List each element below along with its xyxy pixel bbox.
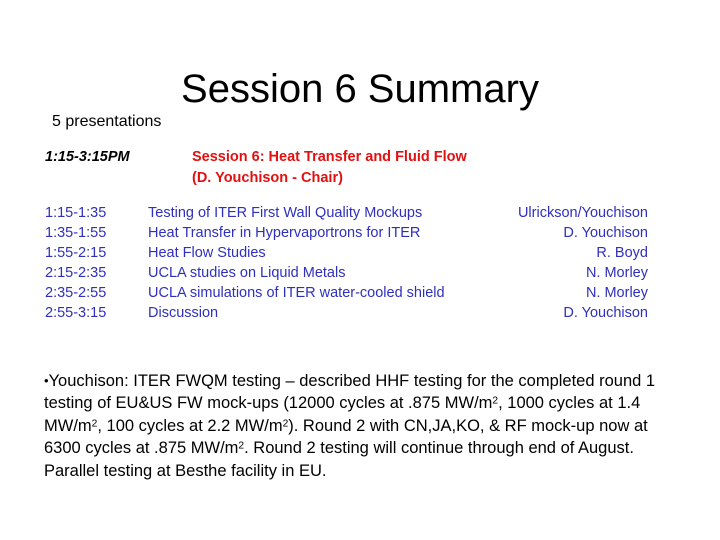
summary-bullet-paragraph: •Youchison: ITER FWQM testing – describe… — [44, 370, 669, 483]
summary-superscript-1: 2 — [492, 395, 499, 407]
summary-segment-5: . Round 2 testing will continue through … — [44, 439, 634, 480]
schedule-row-time: 1:55-2:15 — [45, 245, 107, 261]
schedule-row-time: 1:35-1:55 — [45, 225, 107, 241]
schedule-row: 1:55-2:15 Heat Flow Studies R. Boyd — [45, 243, 648, 263]
schedule-row-presenter: D. Youchison — [563, 305, 648, 321]
schedule-row-time: 2:35-2:55 — [45, 285, 107, 301]
schedule-row: 1:35-1:55 Heat Transfer in Hypervaportro… — [45, 223, 648, 243]
schedule-row-title: Heat Transfer in Hypervaportrons for ITE… — [148, 225, 421, 241]
bullet-icon: • — [44, 372, 49, 388]
summary-segment-4: ). Round 2 with CN,JA,KO, & RF mock-up n… — [44, 416, 648, 458]
session-time-range: 1:15-3:15PM — [45, 149, 130, 165]
summary-superscript-2: 2 — [91, 418, 98, 430]
schedule-row-title: UCLA simulations of ITER water-cooled sh… — [148, 285, 445, 301]
schedule-row-title: UCLA studies on Liquid Metals — [148, 265, 346, 281]
summary-superscript-3: 2 — [282, 418, 289, 430]
schedule-row-time: 1:15-1:35 — [45, 205, 107, 221]
schedule-row: 2:15-2:35 UCLA studies on Liquid Metals … — [45, 263, 648, 283]
summary-segment-3: , 100 cycles at 2.2 MW/m — [97, 416, 283, 435]
schedule-row-presenter: Ulrickson/Youchison — [517, 205, 648, 221]
schedule-row-presenter: N. Morley — [585, 265, 648, 281]
schedule-row-presenter: R. Boyd — [596, 245, 648, 261]
schedule-row-presenter: D. Youchison — [563, 225, 648, 241]
schedule-row-time: 2:55-3:15 — [45, 305, 107, 321]
session-header-row: 1:15-3:15PM Session 6: Heat Transfer and… — [45, 147, 685, 189]
summary-segment-1: Youchison: ITER FWQM testing – described… — [44, 371, 656, 413]
schedule-row: 1:15-1:35 Testing of ITER First Wall Qua… — [45, 203, 648, 223]
page-title: Session 6 Summary — [181, 66, 539, 111]
schedule-row-title: Testing of ITER First Wall Quality Mocku… — [148, 205, 423, 221]
schedule-row-presenter: N. Morley — [585, 285, 648, 301]
session-heading-line-1: Session 6: Heat Transfer and Fluid Flow — [192, 149, 467, 165]
summary-segment-2: , 1000 cycles at 1.4 MW/m — [44, 394, 641, 435]
schedule-row-time: 2:15-2:35 — [45, 265, 107, 281]
schedule-row-title: Discussion — [148, 305, 219, 321]
summary-superscript-4: 2 — [238, 440, 245, 452]
session-heading-line-2: (D. Youchison - Chair) — [192, 170, 343, 186]
session-heading: Session 6: Heat Transfer and Fluid Flow … — [192, 147, 685, 189]
session-header: 1:15-3:15PM Session 6: Heat Transfer and… — [45, 147, 685, 189]
schedule-row: 2:35-2:55 UCLA simulations of ITER water… — [45, 283, 648, 303]
schedule-row: 2:55-3:15 Discussion D. Youchison — [45, 303, 648, 323]
presentations-count-label: 5 presentations — [52, 113, 162, 130]
schedule-row-title: Heat Flow Studies — [148, 245, 266, 261]
schedule-list: 1:15-1:35 Testing of ITER First Wall Qua… — [45, 203, 648, 323]
